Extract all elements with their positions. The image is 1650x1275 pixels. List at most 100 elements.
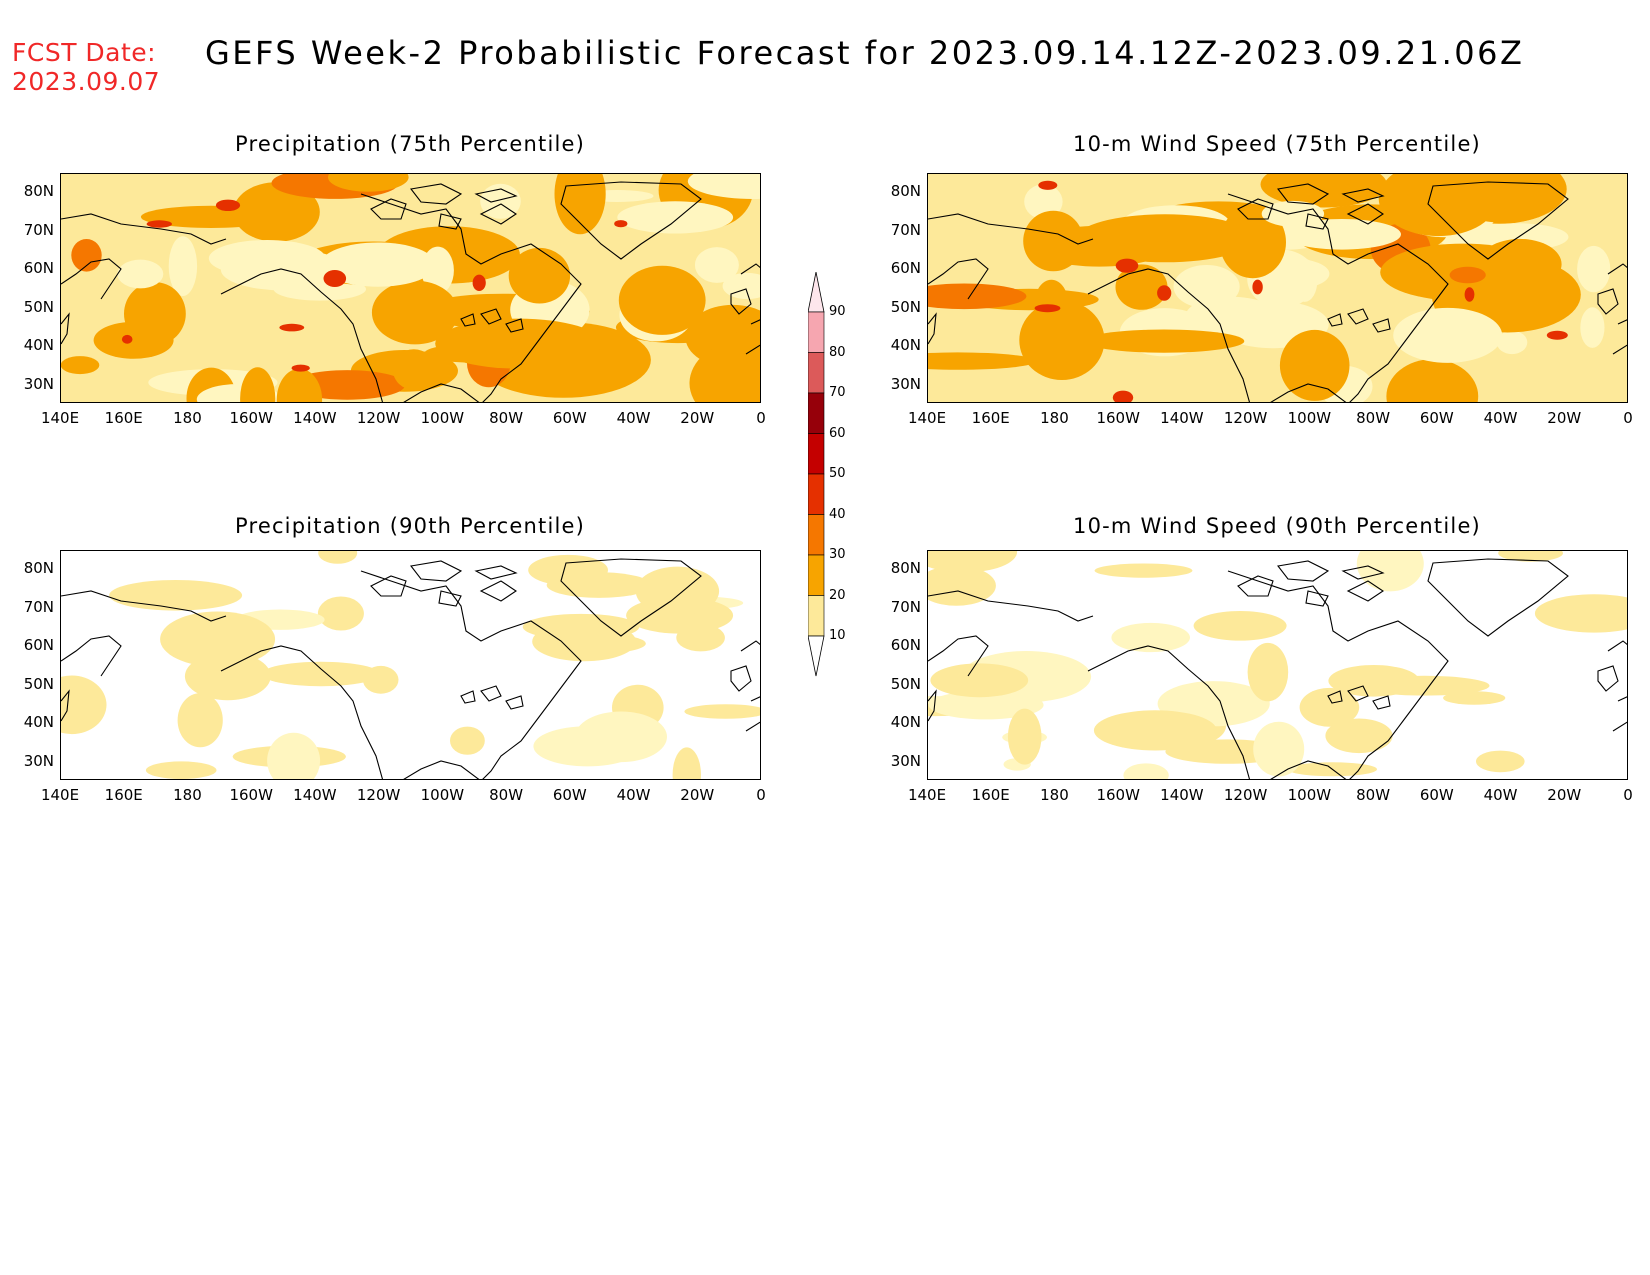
- probability-contour: [1157, 285, 1172, 301]
- probability-contour: [124, 282, 186, 346]
- lon-tick-label: 180: [173, 786, 202, 804]
- coastline: [928, 590, 1094, 722]
- lat-tick-label: 60N: [890, 259, 921, 277]
- probability-contour: [1464, 287, 1475, 302]
- colorbar-swatch: [807, 352, 825, 394]
- probability-contour: [323, 270, 347, 287]
- lon-tick-label: 60W: [552, 786, 587, 804]
- probability-contour: [1260, 174, 1387, 208]
- coastline: [1327, 685, 1391, 710]
- probability-contour: [1112, 390, 1134, 402]
- probability-contour: [930, 663, 1029, 698]
- lon-tick-label: 140E: [907, 786, 947, 804]
- coastline: [1237, 183, 1385, 230]
- lat-tick-label: 70N: [890, 220, 921, 239]
- probability-contour: [1279, 329, 1350, 401]
- lon-tick-label: 140E: [40, 409, 80, 427]
- lon-tick-label: 100W: [420, 786, 465, 804]
- probability-contour: [279, 323, 305, 332]
- probability-contour: [1115, 264, 1168, 310]
- probability-contour: [276, 368, 323, 402]
- probability-contour: [61, 356, 100, 375]
- lon-tick-label: 160E: [104, 409, 143, 427]
- probability-contour: [1094, 563, 1193, 578]
- forecast-date-label: FCST Date: 2023.09.07: [12, 38, 160, 96]
- probability-contour: [71, 239, 102, 272]
- colorbar-label: 10: [829, 628, 846, 643]
- probability-contour: [1253, 721, 1305, 777]
- probability-contour: [684, 704, 760, 719]
- probability-contour: [267, 732, 321, 779]
- probability-contour: [1115, 258, 1139, 273]
- probability-contour: [1443, 691, 1506, 705]
- lat-tick-label: 30N: [23, 751, 54, 770]
- coastline: [730, 263, 760, 355]
- colorbar-label: 30: [829, 547, 846, 562]
- probability-contour: [215, 199, 241, 211]
- colorbar-swatch: [807, 514, 825, 556]
- lat-tick-label: 80N: [23, 559, 54, 577]
- probability-contour: [1378, 174, 1498, 237]
- probability-contour: [1299, 687, 1360, 727]
- lon-tick-label: 160E: [971, 409, 1010, 427]
- probability-contour: [1111, 622, 1190, 653]
- lat-tick-label: 80N: [23, 182, 54, 200]
- lon-tick-label: 140W: [1160, 409, 1204, 427]
- lat-tick-label: 40N: [23, 336, 54, 354]
- lon-tick-label: 20W: [1547, 786, 1582, 804]
- probability-contour: [928, 283, 1027, 310]
- lon-tick-label: 140E: [907, 409, 947, 427]
- probability-contour: [472, 274, 486, 291]
- probability-contour: [508, 247, 571, 304]
- lon-tick-label: 60W: [552, 409, 587, 427]
- lon-tick-label: 180: [1040, 786, 1069, 804]
- page-title: GEFS Week-2 Probabilistic Forecast for 2…: [205, 34, 1525, 72]
- probability-contour: [1534, 594, 1627, 633]
- fcst-date-value: 2023.09.07: [12, 67, 161, 96]
- probability-contour: [1023, 210, 1084, 272]
- panel-title: 10-m Wind Speed (90th Percentile): [1073, 514, 1481, 538]
- coastline: [220, 193, 582, 402]
- lon-tick-label: 60W: [1419, 409, 1454, 427]
- probability-contour: [1123, 763, 1169, 779]
- probability-contour: [1173, 265, 1240, 309]
- probability-contour: [371, 280, 459, 345]
- probability-contour: [617, 201, 734, 234]
- colorbar-label: 80: [829, 344, 846, 360]
- coastline: [560, 558, 702, 637]
- probability-contour: [1083, 329, 1245, 353]
- probability-contour: [177, 693, 223, 748]
- probability-contour: [928, 690, 1044, 720]
- lon-tick-label: 160W: [229, 409, 273, 427]
- probability-contour: [318, 551, 358, 564]
- panel-title: 10-m Wind Speed (75th Percentile): [1073, 132, 1481, 156]
- probability-contour: [317, 596, 364, 631]
- probability-contour: [1193, 611, 1287, 641]
- map-field: [928, 174, 1627, 402]
- lat-tick-label: 50N: [890, 297, 921, 316]
- lon-tick-label: 160W: [1096, 409, 1140, 427]
- lon-tick-label: 120W: [1223, 409, 1268, 427]
- lat-tick-label: 60N: [23, 636, 54, 654]
- colorbar-label: 70: [829, 385, 846, 400]
- probability-contour: [546, 572, 652, 598]
- panel-title: Precipitation (90th Percentile): [234, 514, 586, 538]
- probability-contour: [1024, 184, 1063, 220]
- lon-tick-label: 160E: [971, 786, 1010, 804]
- lon-tick-label: 160W: [1096, 786, 1140, 804]
- colorbar-top-arrow: [807, 271, 825, 313]
- lat-tick-label: 80N: [890, 182, 921, 200]
- coastline: [61, 590, 227, 722]
- lat-tick-label: 60N: [23, 259, 54, 277]
- probability-contour: [1007, 708, 1042, 765]
- probability-contour: [450, 726, 485, 755]
- colorbar-label: 20: [829, 587, 846, 603]
- coastline: [1327, 308, 1391, 333]
- colorbar-swatch: [807, 595, 825, 637]
- lon-tick-label: 180: [173, 409, 202, 427]
- probability-contour: [1449, 266, 1486, 284]
- coastline: [560, 181, 702, 260]
- lat-tick-label: 70N: [890, 597, 921, 616]
- colorbar-label: 40: [829, 506, 846, 522]
- probability-contour: [109, 580, 243, 611]
